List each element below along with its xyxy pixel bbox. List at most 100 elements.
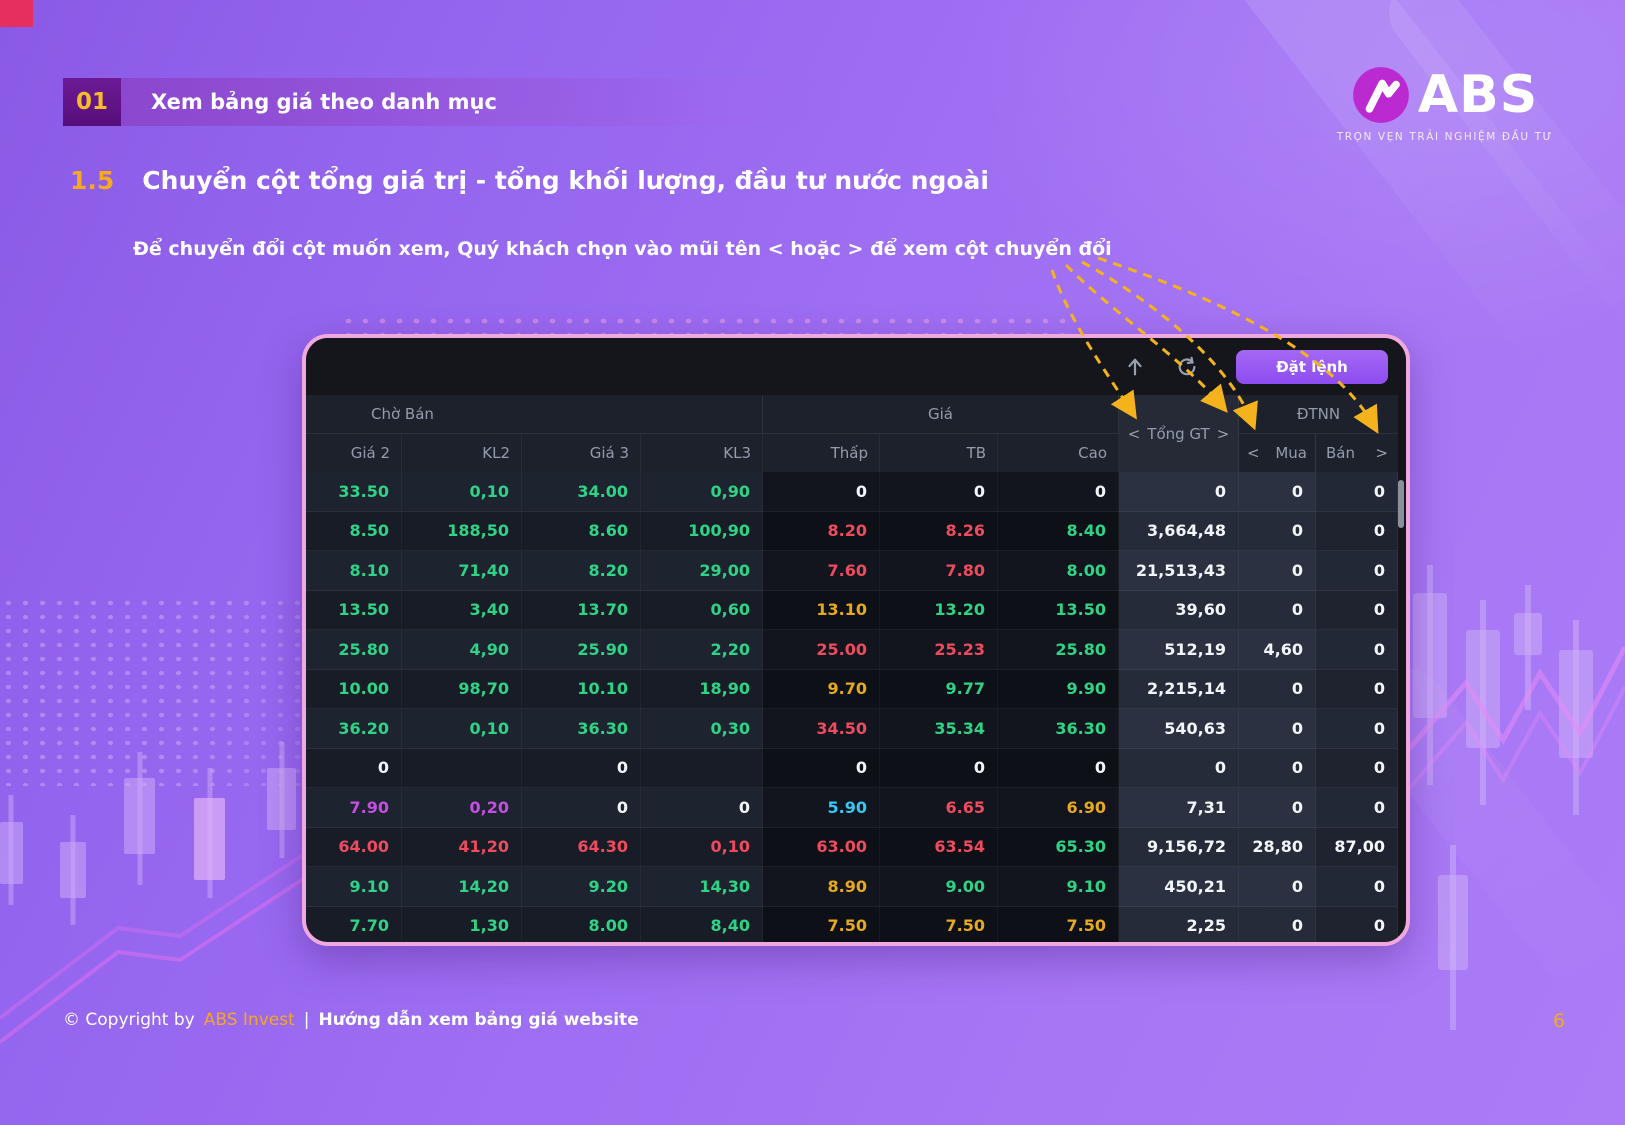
cell-cao: 13.50: [998, 590, 1119, 630]
cell-gia2: 10.00: [306, 669, 402, 709]
cell-gia2: 8.10: [306, 551, 402, 591]
cell-kl3: 29,00: [641, 551, 763, 591]
cell-tong_gt: 450,21: [1119, 867, 1239, 907]
price-table-body: 33.50 0,10 34.00 0,90 0 0 0 0 0 0 8.50 188,50 8.60 10…: [306, 472, 1406, 942]
table-row[interactable]: 36.20 0,10 36.30 0,30 34.50 35.34 36.30 540,63 0…: [306, 709, 1406, 749]
table-row[interactable]: 25.80 4,90 25.90 2,20 25.00 25.23 25.80 512,19 4…: [306, 630, 1406, 670]
cell-tb: 9.00: [880, 867, 998, 907]
cell-gia3: 34.00: [522, 472, 641, 512]
cell-tong_gt: 9,156,72: [1119, 827, 1239, 867]
table-row[interactable]: 7.70 1,30 8.00 8,40 7.50 7.50 7.50 2,25 0 0: [306, 906, 1406, 942]
dtnn-switch-left-arrow[interactable]: <: [1247, 444, 1260, 462]
cell-kl3: 0,30: [641, 709, 763, 749]
cell-mua: 0: [1239, 788, 1316, 828]
cell-gia3: 10.10: [522, 669, 641, 709]
cell-cao: 65.30: [998, 827, 1119, 867]
cell-cao: 25.80: [998, 630, 1119, 670]
cell-gia3: 64.30: [522, 827, 641, 867]
abs-logo-text: ABS: [1417, 65, 1539, 125]
cell-kl3: 0: [641, 788, 763, 828]
cell-thap: 7.60: [763, 551, 880, 591]
table-row[interactable]: 8.50 188,50 8.60 100,90 8.20 8.26 8.40 3,664,48…: [306, 511, 1406, 551]
section-number-badge: 01: [63, 78, 121, 126]
switch-left-arrow[interactable]: <: [1127, 424, 1141, 443]
cell-mua: 0: [1239, 472, 1316, 512]
abs-logo: ABS TRỌN VẸN TRẢI NGHIỆM ĐẦU TƯ: [1330, 66, 1560, 143]
cell-ban: 87,00: [1316, 827, 1398, 867]
cell-tong_gt: 3,664,48: [1119, 511, 1239, 551]
cell-gia2: 64.00: [306, 827, 402, 867]
section-header: 01 Xem bảng giá theo danh mục: [63, 78, 873, 126]
switch-right-arrow[interactable]: >: [1216, 424, 1230, 443]
cell-ban: 0: [1316, 669, 1398, 709]
table-row[interactable]: 13.50 3,40 13.70 0,60 13.10 13.20 13.50 39,60 0 0: [306, 590, 1406, 630]
cell-mua: 0: [1239, 748, 1316, 788]
cell-kl2: 3,40: [402, 590, 522, 630]
table-row[interactable]: 9.10 14,20 9.20 14,30 8.90 9.00 9.10 450,21 0 0: [306, 867, 1406, 907]
cell-thap: 25.00: [763, 630, 880, 670]
cell-gia2: 36.20: [306, 709, 402, 749]
cell-kl2: 98,70: [402, 669, 522, 709]
cell-gia3: 13.70: [522, 590, 641, 630]
cell-tb: 0: [880, 472, 998, 512]
ban-label: Bán: [1326, 444, 1355, 462]
cell-gia2: 9.10: [306, 867, 402, 907]
cell-kl2: 0,10: [402, 709, 522, 749]
cell-tong_gt: 21,513,43: [1119, 551, 1239, 591]
cell-mua: 28,80: [1239, 827, 1316, 867]
table-row[interactable]: 8.10 71,40 8.20 29,00 7.60 7.80 8.00 21,513,43 0…: [306, 551, 1406, 591]
cell-cao: 8.40: [998, 511, 1119, 551]
cell-kl2: 4,90: [402, 630, 522, 670]
cell-cao: 6.90: [998, 788, 1119, 828]
cell-ban: 0: [1316, 551, 1398, 591]
cell-gia2: 0: [306, 748, 402, 788]
cell-thap: 5.90: [763, 788, 880, 828]
cell-gia3: 36.30: [522, 709, 641, 749]
arrow-up-icon[interactable]: [1122, 354, 1148, 380]
table-row[interactable]: 10.00 98,70 10.10 18,90 9.70 9.77 9.90 2,215,14…: [306, 669, 1406, 709]
cell-gia3: 8.60: [522, 511, 641, 551]
refresh-icon[interactable]: [1174, 354, 1200, 380]
cell-tb: 8.26: [880, 511, 998, 551]
scrollbar-thumb[interactable]: [1398, 480, 1404, 528]
cell-cao: 9.90: [998, 669, 1119, 709]
cell-tb: 25.23: [880, 630, 998, 670]
mua-label: Mua: [1275, 444, 1307, 462]
cell-tong_gt: 39,60: [1119, 590, 1239, 630]
cell-kl2: 14,20: [402, 867, 522, 907]
dtnn-switch-right-arrow[interactable]: >: [1375, 444, 1388, 462]
cell-tb: 7.50: [880, 906, 998, 942]
column-header-tb: TB: [880, 434, 998, 472]
group-header-dtnn: ĐTNN: [1239, 395, 1398, 434]
cell-kl3: 100,90: [641, 511, 763, 551]
cell-kl2: 0,20: [402, 788, 522, 828]
cell-kl2: [402, 748, 522, 788]
cell-tb: 9.77: [880, 669, 998, 709]
cell-mua: 0: [1239, 511, 1316, 551]
group-header-gia: Giá: [763, 395, 1119, 434]
cell-tb: 63.54: [880, 827, 998, 867]
column-header-cao: Cao: [998, 434, 1119, 472]
cell-mua: 0: [1239, 669, 1316, 709]
place-order-button[interactable]: Đặt lệnh: [1236, 349, 1388, 384]
cell-thap: 0: [763, 748, 880, 788]
table-row[interactable]: 7.90 0,20 0 0 5.90 6.65 6.90 7,31 0 0: [306, 788, 1406, 828]
cell-mua: 0: [1239, 867, 1316, 907]
table-row[interactable]: 33.50 0,10 34.00 0,90 0 0 0 0 0 0: [306, 472, 1406, 512]
page-number: 6: [1553, 1010, 1566, 1032]
board-toolbar: Đặt lệnh: [306, 338, 1406, 395]
cell-cao: 0: [998, 748, 1119, 788]
table-row[interactable]: 64.00 41,20 64.30 0,10 63.00 63.54 65.30 9,156,…: [306, 827, 1406, 867]
cell-kl2: 0,10: [402, 472, 522, 512]
cell-mua: 0: [1239, 590, 1316, 630]
cell-ban: 0: [1316, 472, 1398, 512]
corner-accent: [0, 0, 33, 27]
cell-gia2: 13.50: [306, 590, 402, 630]
cell-tb: 0: [880, 748, 998, 788]
cell-gia3: 8.00: [522, 906, 641, 942]
cell-cao: 8.00: [998, 551, 1119, 591]
cell-gia2: 25.80: [306, 630, 402, 670]
brand-name: ABS Invest: [203, 1010, 295, 1030]
